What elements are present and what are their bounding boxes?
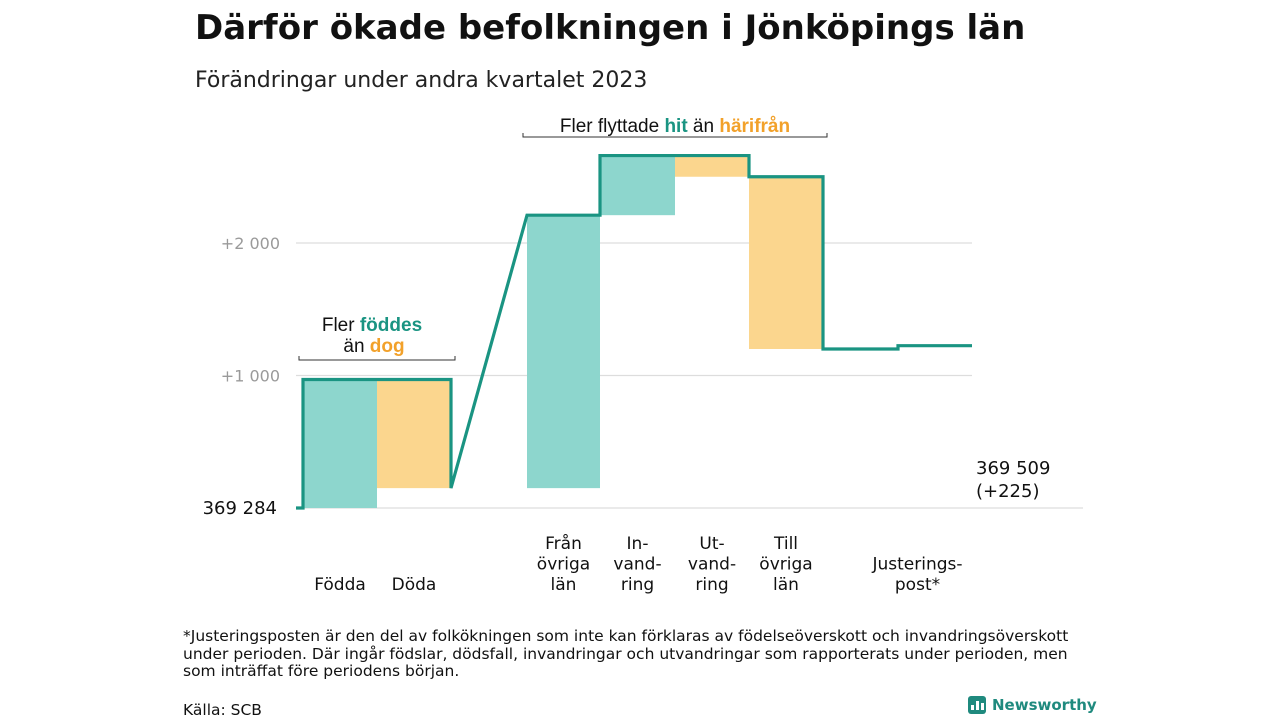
x-category-label-line: Ut- [699, 534, 724, 554]
annotation-part: dog [370, 336, 405, 357]
x-category-label-line: Justerings- [871, 555, 962, 575]
annotation-births-deaths-line1: Fler föddes [322, 315, 422, 336]
x-category-label: Ut-vand-ring [688, 534, 736, 595]
brand-logo: Newsworthy [968, 696, 1097, 714]
annotation-part: föddes [360, 315, 422, 336]
end-value-label: 369 509 [976, 458, 1050, 479]
annotation-migration: Fler flyttade hit än härifrån [560, 116, 790, 137]
x-category-label-line: län [773, 575, 799, 595]
bar-5 [749, 176, 823, 349]
x-category-label-line: län [551, 575, 577, 595]
brand-name: Newsworthy [992, 696, 1097, 714]
bar-3 [600, 155, 675, 216]
x-category-label-line: ring [621, 575, 654, 595]
x-category-label-line: Födda [314, 575, 366, 595]
x-category-label-line: vand- [688, 555, 736, 575]
x-category-label: In-vand-ring [613, 534, 661, 595]
x-category-label-line: post* [895, 575, 940, 595]
annotation-part: Fler flyttade [560, 116, 665, 137]
annotation-part: än [688, 116, 720, 137]
cumulative-step-line [296, 153, 972, 510]
source-note: Källa: SCB [183, 701, 262, 719]
x-category-label: Justerings-post* [871, 555, 962, 596]
x-category-label-line: Till [773, 534, 798, 554]
x-category-label-line: övriga [537, 555, 590, 575]
bracket-births-deaths [298, 356, 456, 361]
x-category-label: Döda [392, 575, 437, 595]
y-tick-label: +1 000 [221, 367, 280, 386]
x-category-label-line: Döda [392, 575, 437, 595]
y-tick-label: +2 000 [221, 234, 280, 253]
chart-subtitle: Förändringar under andra kvartalet 2023 [195, 68, 648, 93]
x-category-label-line: övriga [759, 555, 812, 575]
x-category-label: Födda [314, 575, 366, 595]
annotation-part: Fler [322, 315, 360, 336]
bar-4 [675, 155, 749, 177]
footnote: *Justeringsposten är den del av folkökni… [183, 627, 1069, 680]
bar-2 [527, 215, 600, 489]
annotation-part: än [343, 336, 369, 357]
annotation-part: härifrån [719, 116, 790, 137]
bar-chart-icon [968, 696, 986, 714]
bar-0 [303, 379, 377, 508]
x-category-label-line: Från [545, 533, 582, 554]
x-category-label: Från övriga län [537, 533, 590, 595]
x-category-label-line: vand- [613, 555, 661, 575]
bar-1 [377, 379, 451, 489]
annotation-part: hit [664, 116, 688, 137]
start-value-label: 369 284 [203, 498, 277, 519]
bracket-migration [522, 133, 828, 138]
chart-title: Därför ökade befolkningen i Jönköpings l… [195, 8, 1026, 48]
x-category-label-line: ring [695, 575, 728, 595]
end-change-label: (+225) [976, 481, 1039, 502]
annotation-births-deaths-line2: än dog [343, 336, 404, 357]
x-category-label: Till övriga län [759, 534, 812, 595]
x-category-label-line: In- [627, 534, 649, 554]
